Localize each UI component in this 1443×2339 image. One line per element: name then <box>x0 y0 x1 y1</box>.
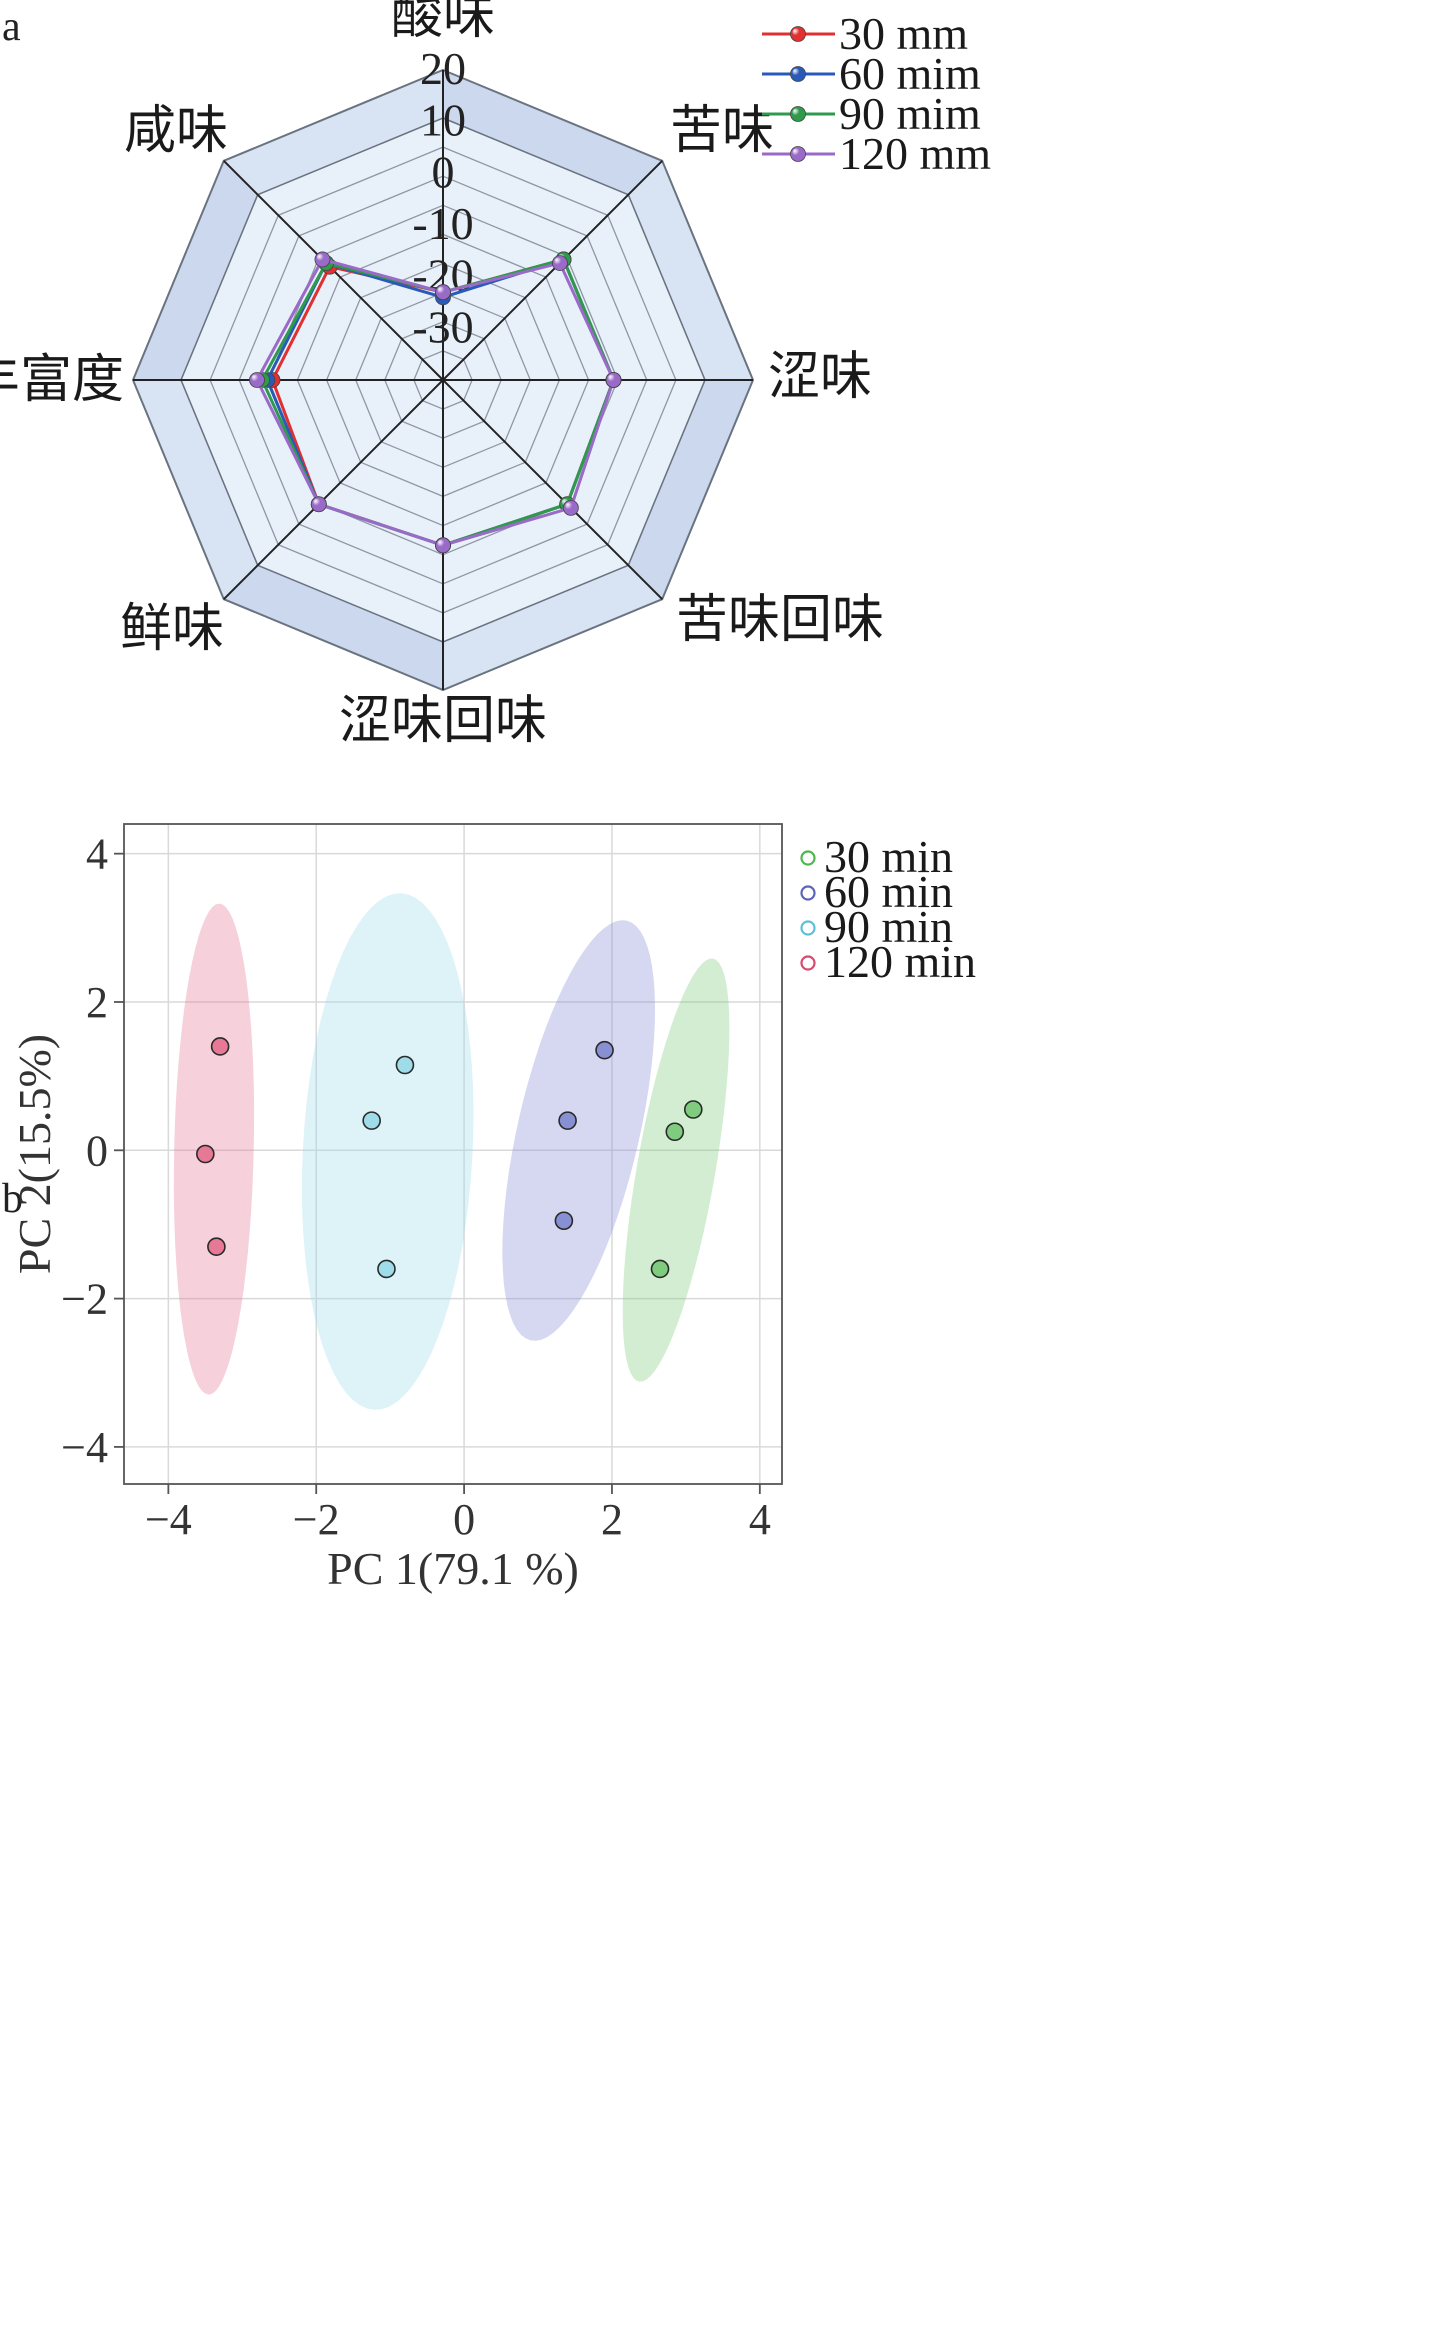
pca-y-tick-label: 0 <box>86 1126 108 1175</box>
pca-x-tick-label: 4 <box>749 1495 771 1544</box>
radar-point-highlight <box>608 374 615 382</box>
pca-scatter-chart: −4 −2 0 2 4 4 2 0 −2 −4 PC 1(79.1 %) PC 2(15.5%) <box>9 823 783 1594</box>
panel-b-label: b <box>2 1176 23 1222</box>
pca-data-point <box>558 1111 577 1130</box>
radar-outer-band <box>223 70 443 195</box>
radar-point-highlight <box>437 539 445 547</box>
radar-point-highlight <box>565 502 573 510</box>
radar-point-highlight <box>313 498 321 506</box>
radar-legend-label: 120 mm <box>839 128 991 179</box>
radar-axis-label: 苦味回味 <box>676 590 884 650</box>
pca-data-point <box>210 1037 230 1056</box>
pca-y-tick-label: 4 <box>86 830 108 879</box>
pca-data-point <box>196 1144 215 1164</box>
pca-confidence-ellipse <box>301 893 474 1410</box>
pca-data-point <box>683 1100 703 1119</box>
radar-outer-band <box>443 70 663 195</box>
pca-plot-area <box>124 824 782 1484</box>
pca-data-point <box>362 1111 381 1130</box>
pca-x-tick-label: −2 <box>293 1495 340 1544</box>
pca-x-tick-label: −4 <box>145 1495 192 1544</box>
pca-confidence-ellipse <box>502 920 655 1341</box>
radar-legend-marker-highlight <box>792 108 800 116</box>
pca-confidence-ellipse <box>622 958 730 1382</box>
pca-data-point <box>650 1259 670 1279</box>
radar-outer-band <box>133 160 258 380</box>
pca-y-axis-title: PC 2(15.5%) <box>9 1034 60 1274</box>
radar-spoke <box>442 379 663 600</box>
radar-outer-band <box>133 380 258 600</box>
pca-legend-marker <box>800 920 816 936</box>
pca-legend-label: 120 min <box>824 936 976 987</box>
radar-outer-band <box>628 380 753 600</box>
panel-a-label: a <box>2 4 21 50</box>
radar-axis-label: 涩味 <box>768 347 872 407</box>
pca-y-tick-label: −2 <box>61 1275 108 1324</box>
pca-data-point <box>207 1237 226 1256</box>
radar-legend-label: 90 mim <box>839 88 981 139</box>
radar-legend-marker-highlight <box>792 28 800 36</box>
radar-radial-tick: 0 <box>432 146 455 197</box>
radar-outer-band <box>223 565 443 690</box>
radar-axis-label: 丰富度 <box>0 350 124 410</box>
pca-legend-marker <box>800 955 816 971</box>
radar-radial-tick: -30 <box>412 301 473 352</box>
radar-legend-marker-highlight <box>792 148 800 156</box>
radar-radial-tick: 10 <box>420 95 466 146</box>
radar-legend-label: 30 mm <box>839 8 968 59</box>
pca-data-point <box>554 1211 574 1231</box>
radar-axis-label: 鲜味 <box>120 599 224 659</box>
pca-x-tick-label: 2 <box>601 1495 623 1544</box>
pca-plot-frame <box>123 823 783 1485</box>
pca-y-tick-label: 2 <box>86 978 108 1027</box>
radar-spoke <box>223 379 444 600</box>
pca-data-point <box>395 1055 415 1075</box>
radar-spoke <box>442 160 663 381</box>
radar-point-highlight <box>554 257 562 265</box>
radar-outer-band <box>443 565 663 690</box>
radar-axis-label: 涩味回味 <box>339 691 547 751</box>
pca-data-point <box>595 1040 614 1060</box>
radar-outer-band <box>628 160 753 380</box>
radar-point-highlight <box>316 253 324 261</box>
pca-x-tick-label: 0 <box>453 1495 475 1544</box>
pca-legend-label: 30 min <box>824 831 953 882</box>
radar-axis-label: 苦味 <box>670 101 774 161</box>
pca-legend-label: 90 min <box>824 901 953 952</box>
pca-y-tick-label: −4 <box>61 1423 108 1472</box>
radar-axis-label: 酸味 <box>391 0 495 46</box>
radar-point-highlight <box>251 374 259 382</box>
pca-legend-marker <box>800 850 816 866</box>
radar-point-highlight <box>437 286 445 294</box>
pca-legend-label: 60 min <box>824 866 953 917</box>
radar-radial-tick: -10 <box>412 198 473 249</box>
pca-data-point <box>665 1122 685 1142</box>
pca-confidence-ellipse <box>173 903 255 1395</box>
pca-legend-marker <box>800 885 816 901</box>
pca-data-point <box>377 1259 396 1279</box>
pca-x-axis-title: PC 1(79.1 %) <box>327 1543 579 1594</box>
radar-legend-label: 60 mim <box>839 48 981 99</box>
radar-legend-marker-highlight <box>792 68 800 76</box>
radar-axis-label: 咸味 <box>124 101 228 161</box>
radar-radial-tick: 20 <box>420 43 466 94</box>
